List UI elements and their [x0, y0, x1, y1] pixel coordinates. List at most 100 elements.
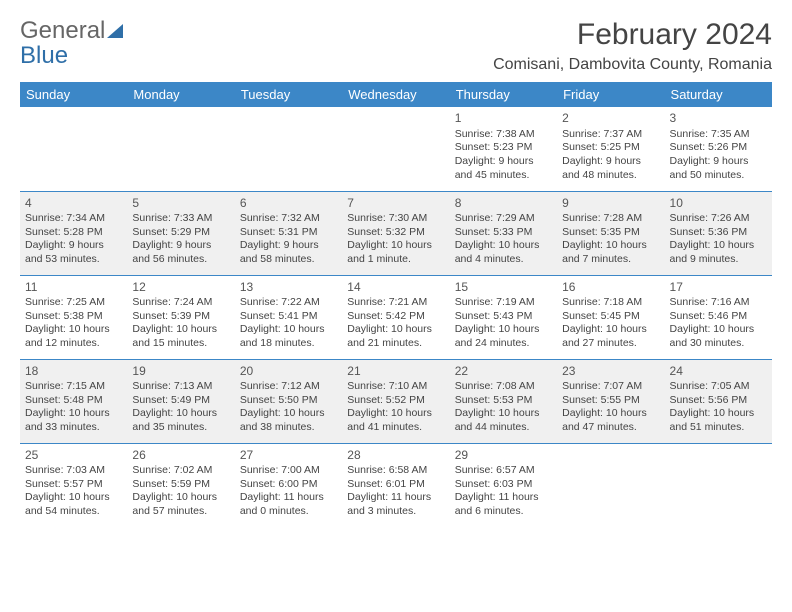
day-number: 3 [670, 111, 767, 127]
day-header: Saturday [665, 82, 772, 107]
sunrise-text: Sunrise: 6:58 AM [347, 464, 444, 478]
daylight-text: Daylight: 10 hours and 7 minutes. [562, 239, 659, 266]
sunrise-text: Sunrise: 7:07 AM [562, 380, 659, 394]
logo-text-1: General [20, 17, 105, 44]
calendar-week-row: 25Sunrise: 7:03 AMSunset: 5:57 PMDayligh… [20, 443, 772, 527]
sunset-text: Sunset: 5:49 PM [132, 394, 229, 408]
sunrise-text: Sunrise: 7:37 AM [562, 128, 659, 142]
sunset-text: Sunset: 5:42 PM [347, 310, 444, 324]
day-number: 23 [562, 364, 659, 380]
daylight-text: Daylight: 10 hours and 24 minutes. [455, 323, 552, 350]
location-subtitle: Comisani, Dambovita County, Romania [493, 56, 772, 74]
sunset-text: Sunset: 5:48 PM [25, 394, 122, 408]
month-title: February 2024 [493, 18, 772, 52]
calendar-day-cell: 1Sunrise: 7:38 AMSunset: 5:23 PMDaylight… [450, 107, 557, 191]
calendar-week-row: 18Sunrise: 7:15 AMSunset: 5:48 PMDayligh… [20, 359, 772, 443]
daylight-text: Daylight: 10 hours and 38 minutes. [240, 407, 337, 434]
daylight-text: Daylight: 10 hours and 51 minutes. [670, 407, 767, 434]
day-header: Friday [557, 82, 664, 107]
day-number: 20 [240, 364, 337, 380]
calendar-day-cell: 8Sunrise: 7:29 AMSunset: 5:33 PMDaylight… [450, 191, 557, 275]
calendar-day-cell: 7Sunrise: 7:30 AMSunset: 5:32 PMDaylight… [342, 191, 449, 275]
day-header: Wednesday [342, 82, 449, 107]
calendar-header-row: SundayMondayTuesdayWednesdayThursdayFrid… [20, 82, 772, 107]
calendar-day-cell: 17Sunrise: 7:16 AMSunset: 5:46 PMDayligh… [665, 275, 772, 359]
sunset-text: Sunset: 5:38 PM [25, 310, 122, 324]
sunset-text: Sunset: 5:41 PM [240, 310, 337, 324]
sunset-text: Sunset: 5:28 PM [25, 226, 122, 240]
sunrise-text: Sunrise: 7:05 AM [670, 380, 767, 394]
sunrise-text: Sunrise: 7:32 AM [240, 212, 337, 226]
sunset-text: Sunset: 5:23 PM [455, 141, 552, 155]
daylight-text: Daylight: 11 hours and 3 minutes. [347, 491, 444, 518]
sunset-text: Sunset: 6:00 PM [240, 478, 337, 492]
sunset-text: Sunset: 5:32 PM [347, 226, 444, 240]
day-number: 24 [670, 364, 767, 380]
day-number: 22 [455, 364, 552, 380]
daylight-text: Daylight: 9 hours and 53 minutes. [25, 239, 122, 266]
calendar-day-cell: 2Sunrise: 7:37 AMSunset: 5:25 PMDaylight… [557, 107, 664, 191]
daylight-text: Daylight: 10 hours and 57 minutes. [132, 491, 229, 518]
sunrise-text: Sunrise: 7:33 AM [132, 212, 229, 226]
calendar-week-row: 1Sunrise: 7:38 AMSunset: 5:23 PMDaylight… [20, 107, 772, 191]
daylight-text: Daylight: 10 hours and 12 minutes. [25, 323, 122, 350]
calendar-day-cell: 27Sunrise: 7:00 AMSunset: 6:00 PMDayligh… [235, 443, 342, 527]
calendar-day-cell: 6Sunrise: 7:32 AMSunset: 5:31 PMDaylight… [235, 191, 342, 275]
sunrise-text: Sunrise: 7:15 AM [25, 380, 122, 394]
daylight-text: Daylight: 10 hours and 4 minutes. [455, 239, 552, 266]
sunset-text: Sunset: 5:56 PM [670, 394, 767, 408]
sunrise-text: Sunrise: 7:00 AM [240, 464, 337, 478]
daylight-text: Daylight: 9 hours and 48 minutes. [562, 155, 659, 182]
calendar-day-cell: 20Sunrise: 7:12 AMSunset: 5:50 PMDayligh… [235, 359, 342, 443]
day-number: 21 [347, 364, 444, 380]
calendar-day-cell: 12Sunrise: 7:24 AMSunset: 5:39 PMDayligh… [127, 275, 234, 359]
day-number: 10 [670, 196, 767, 212]
daylight-text: Daylight: 10 hours and 9 minutes. [670, 239, 767, 266]
sunrise-text: Sunrise: 7:22 AM [240, 296, 337, 310]
sunrise-text: Sunrise: 7:08 AM [455, 380, 552, 394]
daylight-text: Daylight: 10 hours and 1 minute. [347, 239, 444, 266]
daylight-text: Daylight: 9 hours and 56 minutes. [132, 239, 229, 266]
calendar-day-cell: 10Sunrise: 7:26 AMSunset: 5:36 PMDayligh… [665, 191, 772, 275]
calendar-day-cell: 13Sunrise: 7:22 AMSunset: 5:41 PMDayligh… [235, 275, 342, 359]
day-number: 25 [25, 448, 122, 464]
daylight-text: Daylight: 10 hours and 30 minutes. [670, 323, 767, 350]
day-number: 12 [132, 280, 229, 296]
day-number: 2 [562, 111, 659, 127]
day-number: 8 [455, 196, 552, 212]
sunrise-text: Sunrise: 7:13 AM [132, 380, 229, 394]
calendar-week-row: 11Sunrise: 7:25 AMSunset: 5:38 PMDayligh… [20, 275, 772, 359]
sunrise-text: Sunrise: 7:03 AM [25, 464, 122, 478]
daylight-text: Daylight: 10 hours and 35 minutes. [132, 407, 229, 434]
calendar-day-cell: 21Sunrise: 7:10 AMSunset: 5:52 PMDayligh… [342, 359, 449, 443]
page-header: General Blue February 2024 Comisani, Dam… [20, 18, 772, 74]
sunrise-text: Sunrise: 7:12 AM [240, 380, 337, 394]
calendar-day-cell: 22Sunrise: 7:08 AMSunset: 5:53 PMDayligh… [450, 359, 557, 443]
daylight-text: Daylight: 10 hours and 44 minutes. [455, 407, 552, 434]
sunset-text: Sunset: 5:43 PM [455, 310, 552, 324]
sunrise-text: Sunrise: 7:25 AM [25, 296, 122, 310]
daylight-text: Daylight: 11 hours and 6 minutes. [455, 491, 552, 518]
day-number: 4 [25, 196, 122, 212]
sunset-text: Sunset: 5:50 PM [240, 394, 337, 408]
sunset-text: Sunset: 5:26 PM [670, 141, 767, 155]
sunrise-text: Sunrise: 7:28 AM [562, 212, 659, 226]
daylight-text: Daylight: 10 hours and 27 minutes. [562, 323, 659, 350]
sunrise-text: Sunrise: 7:21 AM [347, 296, 444, 310]
day-number: 19 [132, 364, 229, 380]
sunrise-text: Sunrise: 7:02 AM [132, 464, 229, 478]
calendar-day-cell: 29Sunrise: 6:57 AMSunset: 6:03 PMDayligh… [450, 443, 557, 527]
sunset-text: Sunset: 5:33 PM [455, 226, 552, 240]
day-number: 28 [347, 448, 444, 464]
calendar-empty-cell [557, 443, 664, 527]
daylight-text: Daylight: 10 hours and 47 minutes. [562, 407, 659, 434]
calendar-day-cell: 23Sunrise: 7:07 AMSunset: 5:55 PMDayligh… [557, 359, 664, 443]
day-number: 16 [562, 280, 659, 296]
day-number: 6 [240, 196, 337, 212]
calendar-day-cell: 9Sunrise: 7:28 AMSunset: 5:35 PMDaylight… [557, 191, 664, 275]
sunrise-text: Sunrise: 7:38 AM [455, 128, 552, 142]
day-number: 29 [455, 448, 552, 464]
sunset-text: Sunset: 5:59 PM [132, 478, 229, 492]
calendar-day-cell: 11Sunrise: 7:25 AMSunset: 5:38 PMDayligh… [20, 275, 127, 359]
calendar-empty-cell [342, 107, 449, 191]
